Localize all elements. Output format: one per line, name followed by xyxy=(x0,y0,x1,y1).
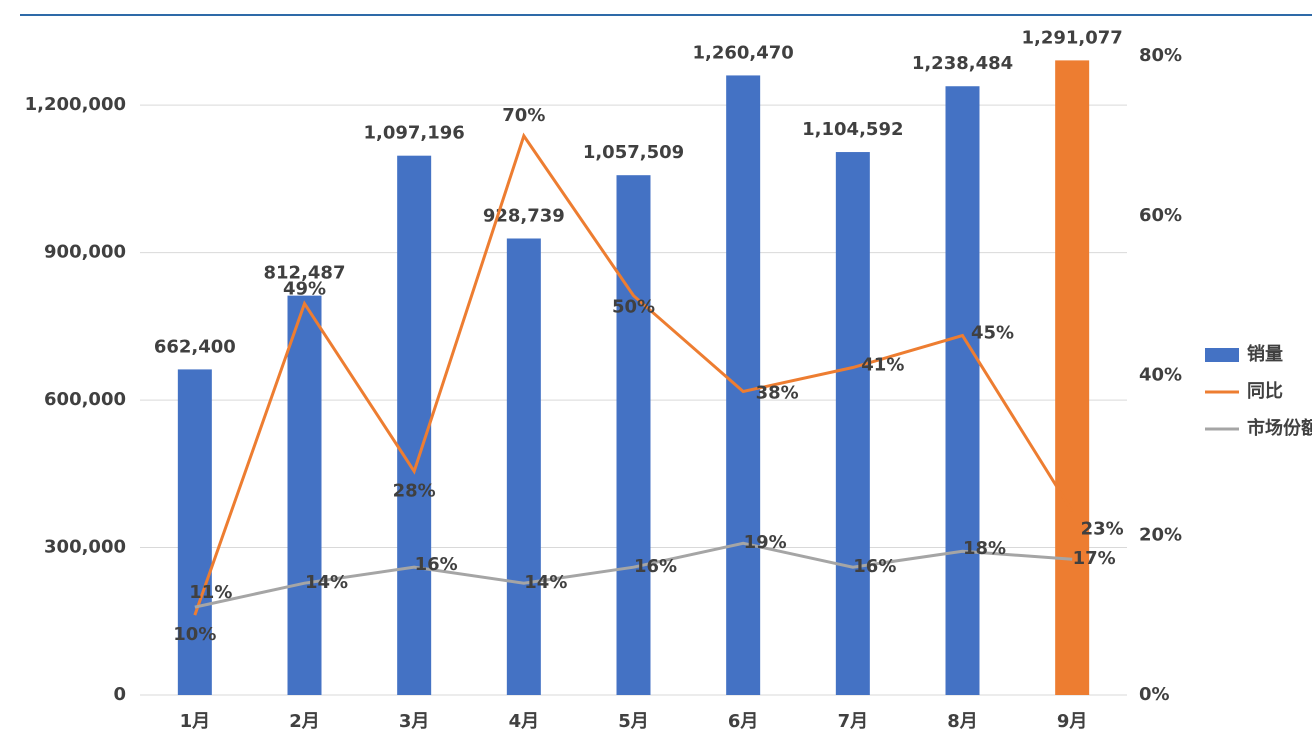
data-label: 10% xyxy=(173,624,216,645)
bar xyxy=(835,152,870,696)
x-tick-label: 3月 xyxy=(399,711,430,732)
y2-tick-label: 0% xyxy=(1139,684,1170,705)
legend-label: 同比 xyxy=(1247,381,1283,402)
x-tick-label: 2月 xyxy=(289,711,320,732)
x-tick-label: 5月 xyxy=(618,711,649,732)
bar xyxy=(287,295,322,695)
data-label: 14% xyxy=(524,572,567,593)
data-label: 45% xyxy=(971,323,1014,344)
data-label: 17% xyxy=(1073,548,1116,569)
y2-tick-label: 60% xyxy=(1139,205,1182,226)
bar xyxy=(1055,60,1090,696)
data-label: 1,104,592 xyxy=(802,119,903,140)
data-label: 23% xyxy=(1081,518,1124,539)
data-label: 1,238,484 xyxy=(912,53,1013,74)
data-label: 14% xyxy=(305,572,348,593)
y2-tick-label: 40% xyxy=(1139,365,1182,386)
data-label: 16% xyxy=(415,554,458,575)
bar xyxy=(397,155,432,695)
x-tick-label: 4月 xyxy=(509,711,540,732)
x-tick-label: 6月 xyxy=(728,711,759,732)
line xyxy=(194,541,1073,609)
y-tick-label: 300,000 xyxy=(44,537,126,558)
bar xyxy=(506,238,541,695)
data-label: 1,057,509 xyxy=(583,142,684,163)
data-label: 662,400 xyxy=(154,336,236,357)
data-label: 16% xyxy=(853,556,896,577)
data-label: 41% xyxy=(861,355,904,376)
data-label: 28% xyxy=(393,480,436,501)
data-label: 70% xyxy=(502,105,545,126)
data-label: 16% xyxy=(634,556,677,577)
x-tick-label: 7月 xyxy=(838,711,869,732)
line xyxy=(193,132,1074,616)
data-label: 50% xyxy=(612,297,655,318)
y-tick-label: 900,000 xyxy=(44,242,126,263)
bar xyxy=(616,175,651,695)
bar xyxy=(945,86,980,695)
bar xyxy=(177,369,212,695)
data-label: 18% xyxy=(963,538,1006,559)
data-label: 49% xyxy=(283,279,326,300)
data-label: 1,291,077 xyxy=(1021,27,1122,48)
data-label: 1,097,196 xyxy=(363,123,464,144)
y2-tick-label: 20% xyxy=(1139,524,1182,545)
y-tick-label: 1,200,000 xyxy=(25,94,126,115)
y-tick-label: 0 xyxy=(113,684,126,705)
x-tick-label: 1月 xyxy=(180,711,211,732)
data-label: 1,260,470 xyxy=(692,42,793,63)
x-tick-label: 9月 xyxy=(1057,711,1088,732)
data-label: 38% xyxy=(756,382,799,403)
legend-swatch xyxy=(1205,348,1239,362)
data-label: 19% xyxy=(744,532,787,553)
bar xyxy=(726,75,761,695)
data-label: 11% xyxy=(189,582,232,603)
data-label: 812,487 xyxy=(264,263,346,284)
legend-label: 销量 xyxy=(1247,343,1283,365)
legend-label: 市场份额 xyxy=(1247,417,1312,439)
x-tick-label: 8月 xyxy=(947,711,978,732)
y2-tick-label: 80% xyxy=(1139,45,1182,66)
data-label: 928,739 xyxy=(483,205,565,226)
y-tick-label: 600,000 xyxy=(44,389,126,410)
